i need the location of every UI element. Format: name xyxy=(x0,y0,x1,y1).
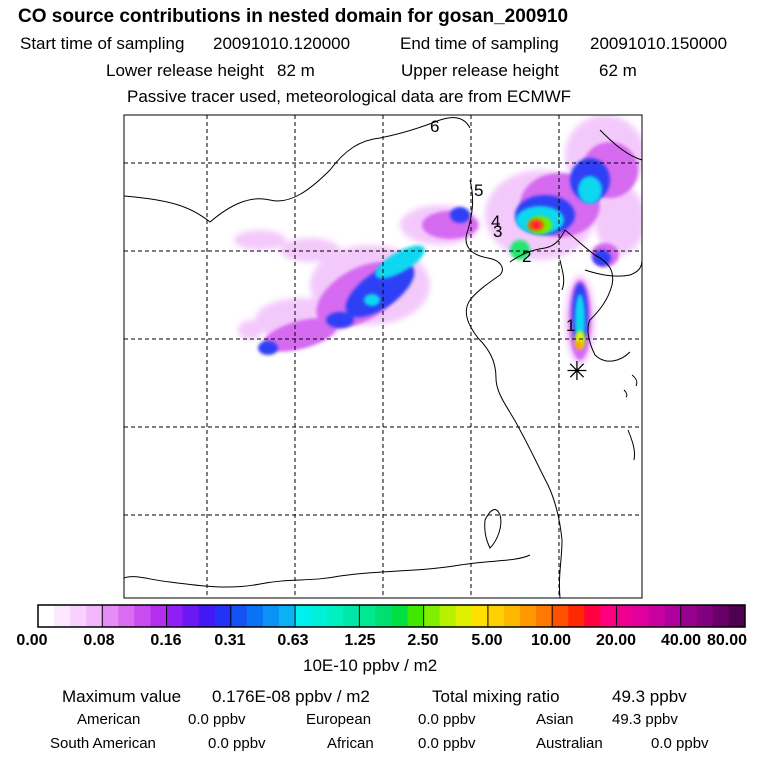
colorbar-label-11: 80.00 xyxy=(706,632,748,649)
colorbar-label-2: 0.16 xyxy=(150,632,182,649)
colorbar-swatch xyxy=(471,605,489,627)
region-value-south-american: 0.0 ppbv xyxy=(208,735,266,752)
colorbar-swatch xyxy=(198,605,216,627)
colorbar-swatch xyxy=(391,605,409,627)
colorbar-swatch xyxy=(536,605,553,627)
colorbar-swatch xyxy=(311,605,328,627)
colorbar-label-8: 10.00 xyxy=(530,632,572,649)
colorbar-swatch xyxy=(262,605,280,627)
colorbar-swatch xyxy=(118,605,135,627)
colorbar-swatch xyxy=(230,605,248,627)
lower-height-value: 82 m xyxy=(277,61,315,80)
marker-2: 2 xyxy=(522,247,531,266)
colorbar-swatch xyxy=(407,605,425,627)
colorbar-label-9: 20.00 xyxy=(595,632,637,649)
end-time-value: 20091010.150000 xyxy=(590,34,728,53)
colorbar-unit: 10E-10 ppbv / m2 xyxy=(303,656,438,675)
colorbar-swatch xyxy=(584,605,601,627)
colorbar-swatch xyxy=(102,605,119,627)
start-time-label: Start time of sampling xyxy=(20,34,185,53)
colorbar-swatch xyxy=(343,605,360,627)
marker-3: 3 xyxy=(493,222,502,241)
colorbar-swatch xyxy=(327,605,344,627)
colorbar-swatch xyxy=(38,605,55,627)
colorbar-swatch xyxy=(246,605,264,627)
colorbar-label-5: 1.25 xyxy=(344,632,376,649)
colorbar-label-7: 5.00 xyxy=(471,632,503,649)
colorbar-swatch xyxy=(712,605,730,627)
colorbar-swatch xyxy=(182,605,200,627)
region-value-australian: 0.0 ppbv xyxy=(651,735,709,752)
end-time-label: End time of sampling xyxy=(400,34,559,53)
total-mixing-label: Total mixing ratio xyxy=(432,687,560,706)
colorbar-swatch xyxy=(503,605,521,627)
colorbar-swatch xyxy=(455,605,473,627)
region-name-australian: Australian xyxy=(536,735,603,752)
colorbar-label-6: 2.50 xyxy=(407,632,439,649)
marker-5: 5 xyxy=(474,181,483,200)
region-value-african: 0.0 ppbv xyxy=(418,735,476,752)
colorbar-swatch xyxy=(439,605,457,627)
colorbar xyxy=(37,604,746,628)
colorbar-swatch xyxy=(359,605,376,627)
map-frame xyxy=(123,114,643,599)
max-value-label: Maximum value xyxy=(62,687,182,706)
colorbar-label-10: 40.00 xyxy=(660,632,702,649)
upper-height-label: Upper release height xyxy=(401,61,559,80)
region-value-european: 0.0 ppbv xyxy=(418,711,476,728)
colorbar-swatch xyxy=(600,605,617,627)
colorbar-swatch xyxy=(728,605,746,627)
colorbar-label-4: 0.63 xyxy=(277,632,309,649)
start-time-value: 20091010.120000 xyxy=(213,34,351,53)
lat-lon-grid xyxy=(124,115,642,598)
colorbar-swatch xyxy=(648,605,666,627)
colorbar-swatch xyxy=(680,605,698,627)
region-name-african: African xyxy=(327,735,374,752)
colorbar-swatch xyxy=(54,605,71,627)
colorbar-label-1: 0.08 xyxy=(83,632,115,649)
colorbar-swatch xyxy=(279,605,296,627)
colorbar-swatch xyxy=(632,605,650,627)
colorbar-swatch xyxy=(520,605,537,627)
colorbar-swatch xyxy=(423,605,441,627)
colorbar-swatch xyxy=(696,605,714,627)
marker-1: 1 xyxy=(566,316,575,335)
lower-height-label: Lower release height xyxy=(106,61,264,80)
colorbar-swatch xyxy=(166,605,184,627)
colorbar-swatch xyxy=(664,605,682,627)
max-value: 0.176E-08 ppbv / m2 xyxy=(212,687,370,706)
coastlines xyxy=(124,117,642,598)
colorbar-swatch xyxy=(616,605,634,627)
plot-title: CO source contributions in nested domain… xyxy=(18,6,569,27)
tracer-note: Passive tracer used, meteorological data… xyxy=(127,87,572,106)
region-name-european: European xyxy=(306,711,372,728)
colorbar-swatch xyxy=(214,605,232,627)
region-name-south-american: South American xyxy=(50,735,156,752)
total-mixing-value: 49.3 ppbv xyxy=(612,687,687,706)
colorbar-swatch xyxy=(487,605,505,627)
colorbar-swatch xyxy=(375,605,392,627)
receptor-site-marker: ✳ xyxy=(566,357,588,387)
marker-4: 4 xyxy=(491,212,500,231)
colorbar-swatch xyxy=(86,605,103,627)
colorbar-swatch xyxy=(295,605,312,627)
colorbar-swatch xyxy=(70,605,87,627)
region-name-asian: Asian xyxy=(536,711,574,728)
plume-field xyxy=(124,115,642,598)
colorbar-swatch xyxy=(552,605,569,627)
colorbar-swatch xyxy=(568,605,585,627)
marker-6: 6 xyxy=(430,117,439,136)
colorbar-label-3: 0.31 xyxy=(214,632,246,649)
colorbar-swatch xyxy=(134,605,151,627)
colorbar-swatch xyxy=(150,605,168,627)
colorbar-label-0: 0.00 xyxy=(16,632,48,649)
region-name-american: American xyxy=(77,711,141,728)
colorbar-frame xyxy=(37,604,746,628)
upper-height-value: 62 m xyxy=(599,61,637,80)
region-value-asian: 49.3 ppbv xyxy=(612,711,678,728)
region-value-american: 0.0 ppbv xyxy=(188,711,246,728)
